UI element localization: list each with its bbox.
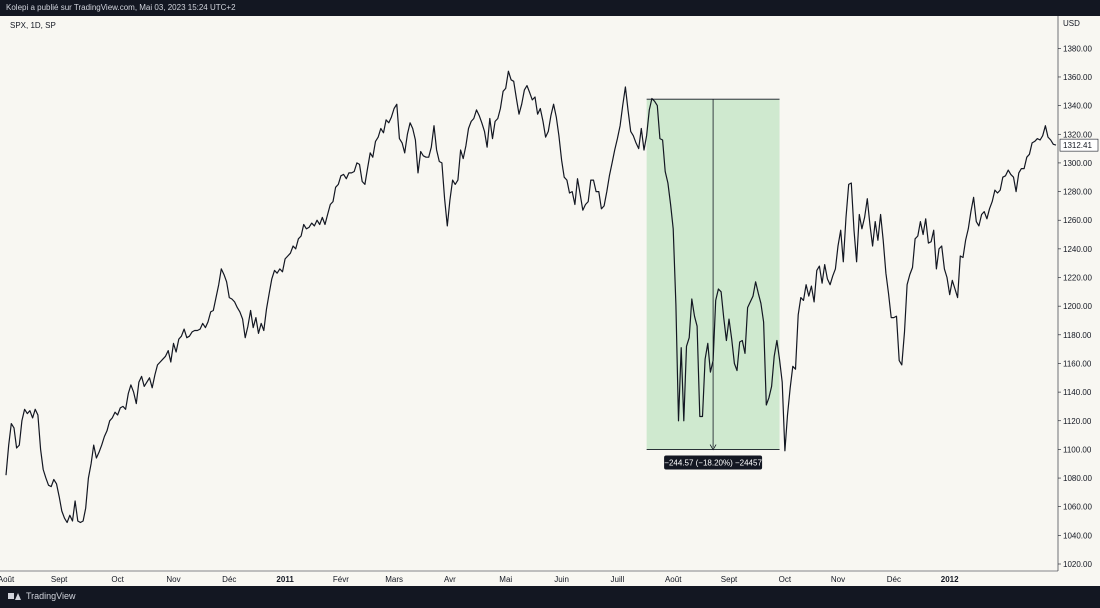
axes: USD 1380.00 1360.00 1340.00 1320.00 1300.00 12… [0,16,1099,584]
x-tick-label: Sept [51,575,68,584]
y-tick-label: 1080.00 [1063,474,1092,483]
x-tick-label: Déc [887,575,901,584]
x-tick-label: 2011 [276,575,294,584]
y-tick-label: 1040.00 [1063,531,1092,540]
y-tick-label: 1100.00 [1063,445,1092,454]
y-tick-label: 1280.00 [1063,188,1092,197]
publish-info: Kolepi a publié sur TradingView.com, Mai… [0,0,1100,16]
y-tick-label: 1260.00 [1063,216,1092,225]
y-tick-label: 1220.00 [1063,274,1092,283]
price-line-layer [5,70,1057,524]
y-tick-label: 1180.00 [1063,331,1092,340]
currency-label: USD [1063,19,1080,28]
x-tick-label: Avr [444,575,456,584]
y-tick-label: 1240.00 [1063,245,1092,254]
y-tick-label: 1120.00 [1063,417,1092,426]
price-chart[interactable]: −244.57 (−18.20%) −24457 USD 1380.00 1360.… [0,16,1100,586]
measure-arrow-head [709,444,717,451]
last-price-badge [1059,138,1099,152]
x-tick-label: 2012 [941,575,959,584]
y-tick-label: 1360.00 [1063,73,1092,82]
tradingview-icon [8,591,22,601]
x-tick-label: Déc [222,575,236,584]
y-tick-label: 1200.00 [1063,302,1092,311]
footer-bar: TradingView [0,586,1100,608]
y-tick-label: 1020.00 [1063,560,1092,569]
y-tick-label: 1140.00 [1063,388,1092,397]
y-tick-label: 1340.00 [1063,102,1092,111]
x-tick-label: Juill [611,575,625,584]
x-tick-label: Sept [721,575,738,584]
x-tick-label: Août [0,575,15,584]
x-tick-label: Oct [111,575,124,584]
tradingview-logo[interactable]: TradingView [8,591,76,601]
x-tick-label: Nov [166,575,180,584]
y-tick-label: 1380.00 [1063,44,1092,53]
chart-area[interactable]: −244.57 (−18.20%) −24457 USD 1380.00 1360.… [0,16,1100,586]
x-tick-label: Août [665,575,682,584]
symbol-legend: SPX, 1D, SP [10,21,56,30]
last-price-label: 1312.41 [1063,141,1092,150]
brand-label: TradingView [26,591,76,601]
y-tick-label: 1320.00 [1063,130,1092,139]
x-tick-label: Févr [333,575,349,584]
y-tick-label: 1060.00 [1063,503,1092,512]
y-tick-label: 1300.00 [1063,159,1092,168]
measure-label-box [664,455,763,470]
x-tick-label: Juin [554,575,569,584]
x-tick-label: Nov [831,575,845,584]
measure-label: −244.57 (−18.20%) −24457 [664,459,762,468]
x-tick-label: Mai [499,575,512,584]
x-tick-label: Oct [779,575,792,584]
price-range-measure[interactable]: −244.57 (−18.20%) −24457 [646,98,780,470]
price-line [5,70,1057,524]
x-tick-label: Mars [385,575,403,584]
y-tick-label: 1160.00 [1063,359,1092,368]
